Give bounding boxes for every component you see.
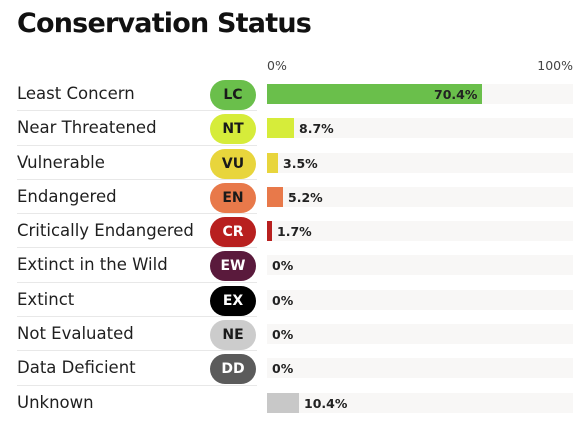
status-badge: CR — [210, 217, 256, 248]
status-label: Not Evaluated — [17, 324, 134, 344]
status-row: Unknown 10.4% — [0, 386, 576, 420]
status-badge: EN — [210, 182, 256, 213]
row-divider — [17, 281, 257, 283]
bar — [267, 118, 294, 139]
row-divider — [17, 247, 257, 249]
bar-track: 0% — [267, 255, 573, 276]
status-badge: NT — [210, 114, 256, 145]
row-divider — [17, 384, 257, 386]
bar-track: 3.5% — [267, 152, 573, 173]
bar — [267, 84, 482, 104]
status-row: Not Evaluated NE 0% — [0, 317, 576, 352]
status-label: Vulnerable — [17, 152, 105, 172]
status-rows: Least Concern LC 70.4% Near Threatened NT 8.7… — [0, 77, 576, 420]
status-badge: EW — [210, 251, 256, 282]
row-divider — [17, 144, 257, 146]
status-badge: VU — [210, 148, 256, 179]
value-label: 1.7% — [277, 224, 312, 240]
row-divider — [17, 178, 257, 180]
row-divider — [17, 213, 257, 215]
status-label: Least Concern — [17, 84, 135, 103]
bar — [267, 392, 299, 413]
status-label: Extinct in the Wild — [17, 255, 168, 275]
status-label: Extinct — [17, 289, 75, 309]
status-row: Extinct in the Wild EW 0% — [0, 248, 576, 283]
status-badge: DD — [210, 354, 256, 385]
bar-track: 1.7% — [267, 221, 573, 242]
value-label: 8.7% — [299, 121, 334, 137]
value-label: 0% — [272, 361, 294, 377]
status-badge: NE — [210, 320, 256, 351]
status-label: Unknown — [17, 392, 94, 412]
status-row: Vulnerable VU 3.5% — [0, 146, 576, 180]
status-label: Data Deficient — [17, 358, 136, 378]
status-label: Critically Endangered — [17, 221, 194, 241]
value-label: 5.2% — [288, 189, 323, 205]
value-label: 0% — [272, 292, 294, 308]
bar — [267, 221, 272, 242]
bar — [267, 152, 278, 173]
bar — [267, 186, 283, 207]
chart-title: Conservation Status — [17, 8, 312, 39]
bar-track: 0% — [267, 324, 573, 345]
value-label: 3.5% — [283, 155, 318, 171]
status-row: Near Threatened NT 8.7% — [0, 111, 576, 146]
bar-track: 5.2% — [267, 186, 573, 207]
value-label: 70.4% — [434, 87, 478, 102]
row-divider — [17, 350, 257, 352]
status-label: Near Threatened — [17, 118, 157, 138]
status-row: Critically Endangered CR 1.7% — [0, 214, 576, 249]
status-badge: EX — [210, 285, 256, 316]
bar-track: 0% — [267, 289, 573, 310]
axis-start-label: 0% — [267, 58, 287, 73]
row-divider — [17, 110, 257, 112]
axis-end-label: 100% — [537, 58, 573, 73]
bar-track: 70.4% — [267, 84, 573, 104]
status-row: Endangered EN 5.2% — [0, 180, 576, 215]
value-label: 0% — [272, 258, 294, 274]
bar-track: 10.4% — [267, 392, 573, 413]
bar-track: 0% — [267, 358, 573, 379]
status-row: Data Deficient DD 0% — [0, 351, 576, 386]
status-badge: LC — [210, 80, 256, 110]
status-label: Endangered — [17, 186, 117, 206]
value-label: 10.4% — [304, 395, 348, 411]
row-divider — [17, 316, 257, 318]
bar-track: 8.7% — [267, 118, 573, 139]
value-label: 0% — [272, 327, 294, 343]
status-row: Extinct EX 0% — [0, 283, 576, 318]
status-row: Least Concern LC 70.4% — [0, 77, 576, 112]
